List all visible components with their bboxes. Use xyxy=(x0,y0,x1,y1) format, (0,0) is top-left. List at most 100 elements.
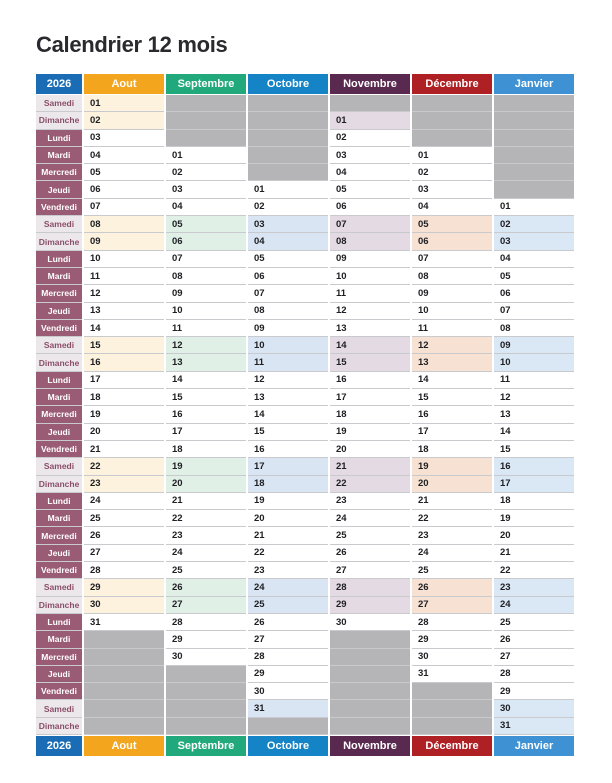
month-footer-cell: Octobre xyxy=(248,735,328,757)
date-cell xyxy=(248,95,328,113)
day-name-cell: Mardi xyxy=(36,510,82,528)
date-cell: 22 xyxy=(248,544,328,563)
date-cell: 16 xyxy=(166,406,246,424)
date-cell: 29 xyxy=(330,596,410,614)
date-cell xyxy=(330,648,410,666)
date-cell: 21 xyxy=(412,492,492,511)
date-cell: 20 xyxy=(412,475,492,493)
date-cell: 07 xyxy=(84,198,164,217)
day-name-cell: Mardi xyxy=(36,146,82,165)
date-cell: 26 xyxy=(248,613,328,632)
date-cell: 14 xyxy=(248,406,328,424)
date-cell xyxy=(412,129,492,147)
date-cell: 01 xyxy=(412,146,492,165)
date-cell: 30 xyxy=(330,613,410,632)
date-cell: 01 xyxy=(248,181,328,199)
day-name-cell: Dimanche xyxy=(36,354,82,372)
date-cell xyxy=(166,112,246,130)
date-cell: 04 xyxy=(248,233,328,251)
date-cell: 25 xyxy=(84,510,164,528)
date-cell: 17 xyxy=(248,458,328,476)
date-cell: 03 xyxy=(166,181,246,199)
date-cell xyxy=(166,700,246,718)
date-cell xyxy=(166,95,246,113)
month-header-cell: Novembre xyxy=(330,74,410,95)
date-cell: 13 xyxy=(166,354,246,372)
date-cell: 17 xyxy=(330,389,410,407)
date-cell: 28 xyxy=(330,579,410,597)
date-cell: 13 xyxy=(248,389,328,407)
date-cell xyxy=(248,129,328,147)
date-cell xyxy=(330,95,410,113)
date-cell: 03 xyxy=(412,181,492,199)
date-cell: 02 xyxy=(84,112,164,130)
date-cell: 27 xyxy=(330,562,410,580)
date-cell: 29 xyxy=(248,665,328,684)
date-cell: 28 xyxy=(248,648,328,666)
date-cell: 25 xyxy=(166,562,246,580)
date-cell: 24 xyxy=(494,596,574,614)
calendar-header-row: 2026 Aout Septembre Octobre Novembre Décembre… xyxy=(36,74,576,95)
month-footer-cell: Novembre xyxy=(330,735,410,757)
day-name-cell: Jeudi xyxy=(36,181,82,199)
date-cell: 05 xyxy=(166,216,246,234)
date-cell: 30 xyxy=(248,683,328,701)
day-name-cell: Samedi xyxy=(36,216,82,234)
date-cell xyxy=(166,683,246,701)
day-name-cell: Lundi xyxy=(36,613,82,632)
date-cell: 01 xyxy=(494,198,574,217)
day-name-cell: Mardi xyxy=(36,389,82,407)
date-cell: 09 xyxy=(166,285,246,303)
date-cell: 12 xyxy=(84,285,164,303)
date-cell xyxy=(412,683,492,701)
year-header-cell: 2026 xyxy=(36,74,82,95)
day-name-cell: Mardi xyxy=(36,631,82,649)
date-cell: 03 xyxy=(494,233,574,251)
date-cell: 15 xyxy=(84,337,164,355)
date-cell: 23 xyxy=(248,562,328,580)
date-cell: 07 xyxy=(494,302,574,320)
date-cell: 12 xyxy=(248,371,328,390)
date-cell: 04 xyxy=(412,198,492,217)
date-cell: 03 xyxy=(248,216,328,234)
day-name-cell: Dimanche xyxy=(36,112,82,130)
day-name-cell: Lundi xyxy=(36,492,82,511)
date-cell: 10 xyxy=(248,337,328,355)
date-cell: 05 xyxy=(330,181,410,199)
month-header-cell: Septembre xyxy=(166,74,246,95)
date-cell: 01 xyxy=(166,146,246,165)
date-cell: 31 xyxy=(412,665,492,684)
date-cell: 13 xyxy=(84,302,164,320)
date-cell xyxy=(248,717,328,735)
date-cell xyxy=(412,95,492,113)
date-cell: 25 xyxy=(248,596,328,614)
date-cell: 07 xyxy=(166,250,246,268)
day-name-cell: Vendredi xyxy=(36,562,82,580)
date-cell: 11 xyxy=(412,319,492,338)
day-name-cell: Dimanche xyxy=(36,717,82,735)
month-header-cell: Octobre xyxy=(248,74,328,95)
date-cell: 28 xyxy=(494,665,574,684)
date-cell: 10 xyxy=(412,302,492,320)
date-cell: 23 xyxy=(330,492,410,511)
day-name-cell: Mercredi xyxy=(36,285,82,303)
date-cell: 17 xyxy=(84,371,164,390)
date-cell xyxy=(248,146,328,165)
day-name-cell: Vendredi xyxy=(36,319,82,338)
date-cell: 09 xyxy=(248,319,328,338)
date-cell: 02 xyxy=(494,216,574,234)
month-footer-cell: Janvier xyxy=(494,735,574,757)
date-cell: 24 xyxy=(412,544,492,563)
date-cell: 23 xyxy=(166,527,246,545)
date-cell: 06 xyxy=(412,233,492,251)
date-cell: 21 xyxy=(248,527,328,545)
day-name-cell: Mercredi xyxy=(36,527,82,545)
date-cell: 22 xyxy=(166,510,246,528)
day-name-cell: Jeudi xyxy=(36,302,82,320)
date-cell: 10 xyxy=(494,354,574,372)
date-cell: 27 xyxy=(248,631,328,649)
month-header-cell: Décembre xyxy=(412,74,492,95)
date-cell xyxy=(412,112,492,130)
date-cell: 25 xyxy=(494,613,574,632)
